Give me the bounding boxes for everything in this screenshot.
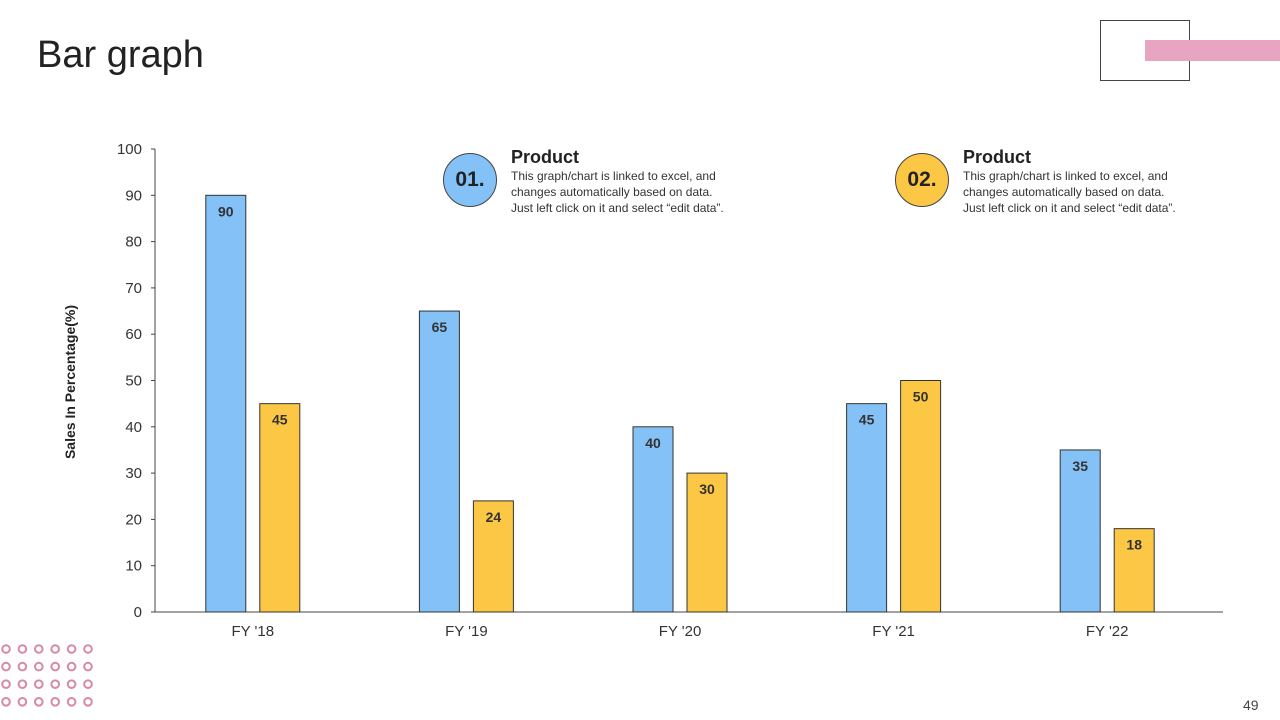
decorative-dot [1, 679, 11, 690]
decorative-dot [34, 697, 44, 707]
legend-number-badge-01: 01. [443, 153, 497, 207]
x-category-label: FY '22 [1086, 623, 1129, 640]
decorative-dot [1, 644, 11, 654]
y-tick-label: 20 [125, 511, 142, 528]
y-axis-title: Sales In Percentage(%) [62, 304, 78, 460]
decorative-dot [17, 697, 28, 707]
legend-description-line: changes automatically based on data. [963, 185, 1165, 199]
bar-series-1 [205, 194, 247, 613]
legend-description-line: This graph/chart is linked to excel, and [511, 169, 716, 183]
legend-description-02: This graph/chart is linked to excel, and… [963, 168, 1223, 216]
decorative-dot [17, 661, 28, 672]
decorative-dot [83, 679, 93, 690]
y-tick-label: 60 [125, 326, 142, 343]
decorative-dot [66, 644, 77, 654]
y-tick-label: 100 [117, 141, 142, 158]
decorative-dot [1, 697, 11, 707]
bar-series-1 [632, 426, 674, 613]
y-tick-label: 90 [125, 187, 142, 204]
decorative-dot [50, 679, 61, 690]
y-tick-label: 40 [125, 419, 142, 436]
x-category-label: FY '19 [445, 623, 488, 640]
x-category-label: FY '18 [231, 623, 274, 640]
decorative-pink-bar [1145, 40, 1280, 61]
decorative-dot [83, 661, 93, 672]
legend-description-line: Just left click on it and select “edit d… [511, 201, 724, 215]
decorative-dot [50, 697, 61, 707]
bar-data-label: 50 [913, 389, 929, 405]
legend-description-line: changes automatically based on data. [511, 185, 713, 199]
decorative-dot [66, 679, 77, 690]
bar-data-label: 40 [645, 435, 661, 451]
legend-number-badge-02: 02. [895, 153, 949, 207]
legend-description-line: Just left click on it and select “edit d… [963, 201, 1176, 215]
decorative-dot [17, 644, 28, 654]
bar-series-1 [846, 403, 888, 613]
decorative-dot-grid [1, 644, 93, 707]
bar-data-label: 45 [859, 412, 875, 428]
bar-series-2 [1113, 528, 1155, 613]
slide-title: Bar graph [37, 34, 204, 76]
legend-description-01: This graph/chart is linked to excel, and… [511, 168, 771, 216]
bar-data-label: 45 [272, 412, 288, 428]
decorative-dot [66, 697, 77, 707]
y-tick-label: 50 [125, 373, 142, 390]
decorative-dot [34, 644, 44, 654]
decorative-dot [50, 644, 61, 654]
legend-title-01: Product [511, 147, 580, 167]
bar-series-1 [1059, 449, 1101, 613]
legend-description-line: This graph/chart is linked to excel, and [963, 169, 1168, 183]
decorative-dot [50, 661, 61, 672]
bar-data-label: 18 [1126, 537, 1142, 553]
y-tick-label: 0 [134, 604, 142, 621]
bar-data-label: 90 [218, 203, 234, 219]
legend-title-02: Product [963, 147, 1032, 167]
decorative-dot [83, 697, 93, 707]
decorative-dot [1, 661, 11, 672]
y-tick-label: 80 [125, 234, 142, 251]
bar-series-2 [259, 403, 301, 613]
bar-data-label: 65 [432, 319, 448, 335]
x-category-label: FY '21 [872, 623, 915, 640]
bar-series-2 [900, 380, 942, 613]
decorative-dot [17, 679, 28, 690]
y-tick-label: 10 [125, 558, 142, 575]
y-tick-label: 30 [125, 465, 142, 482]
y-tick-label: 70 [125, 280, 142, 297]
page-number: 49 [1243, 697, 1259, 713]
bar-data-label: 35 [1072, 458, 1088, 474]
bar-series-2 [686, 472, 728, 613]
bar-data-label: 30 [699, 481, 715, 497]
decorative-dot [66, 661, 77, 672]
decorative-dot [34, 661, 44, 672]
x-category-label: FY '20 [659, 623, 702, 640]
decorative-dot [34, 679, 44, 690]
bar-data-label: 24 [486, 509, 502, 525]
decorative-dot [83, 644, 93, 654]
bar-series-2 [472, 500, 514, 613]
bar-series-1 [418, 310, 460, 613]
